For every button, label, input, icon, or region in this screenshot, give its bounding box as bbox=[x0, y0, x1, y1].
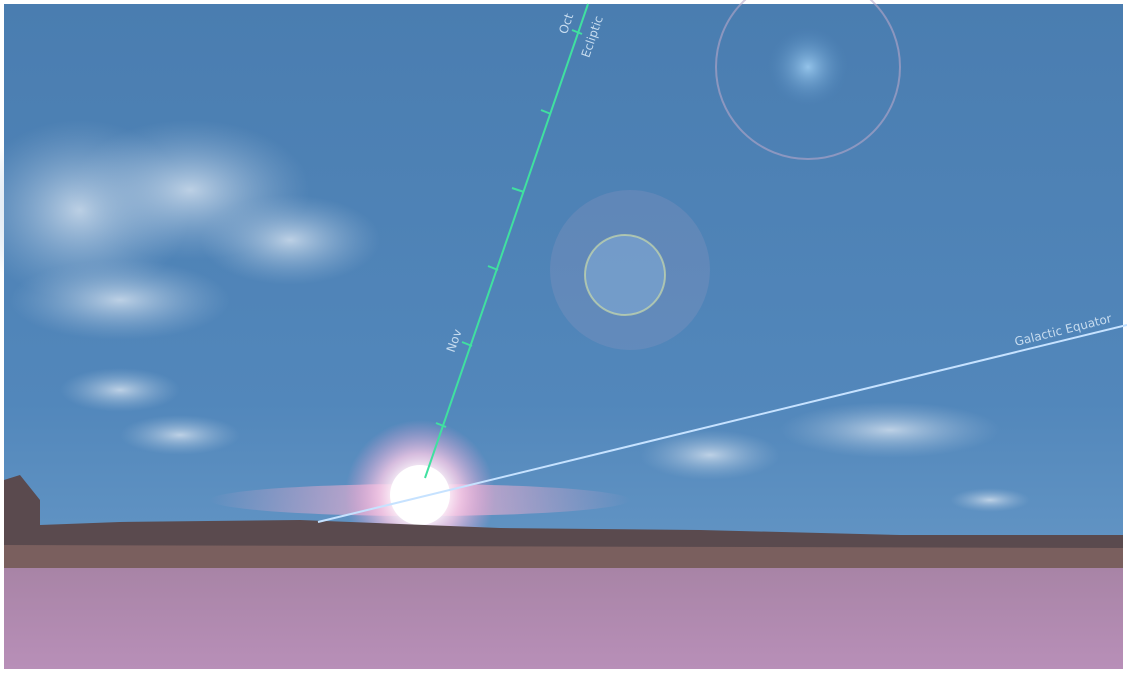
water bbox=[4, 568, 1123, 669]
planetarium-view: Oct Ecliptic Nov Galactic Equator bbox=[0, 0, 1127, 673]
